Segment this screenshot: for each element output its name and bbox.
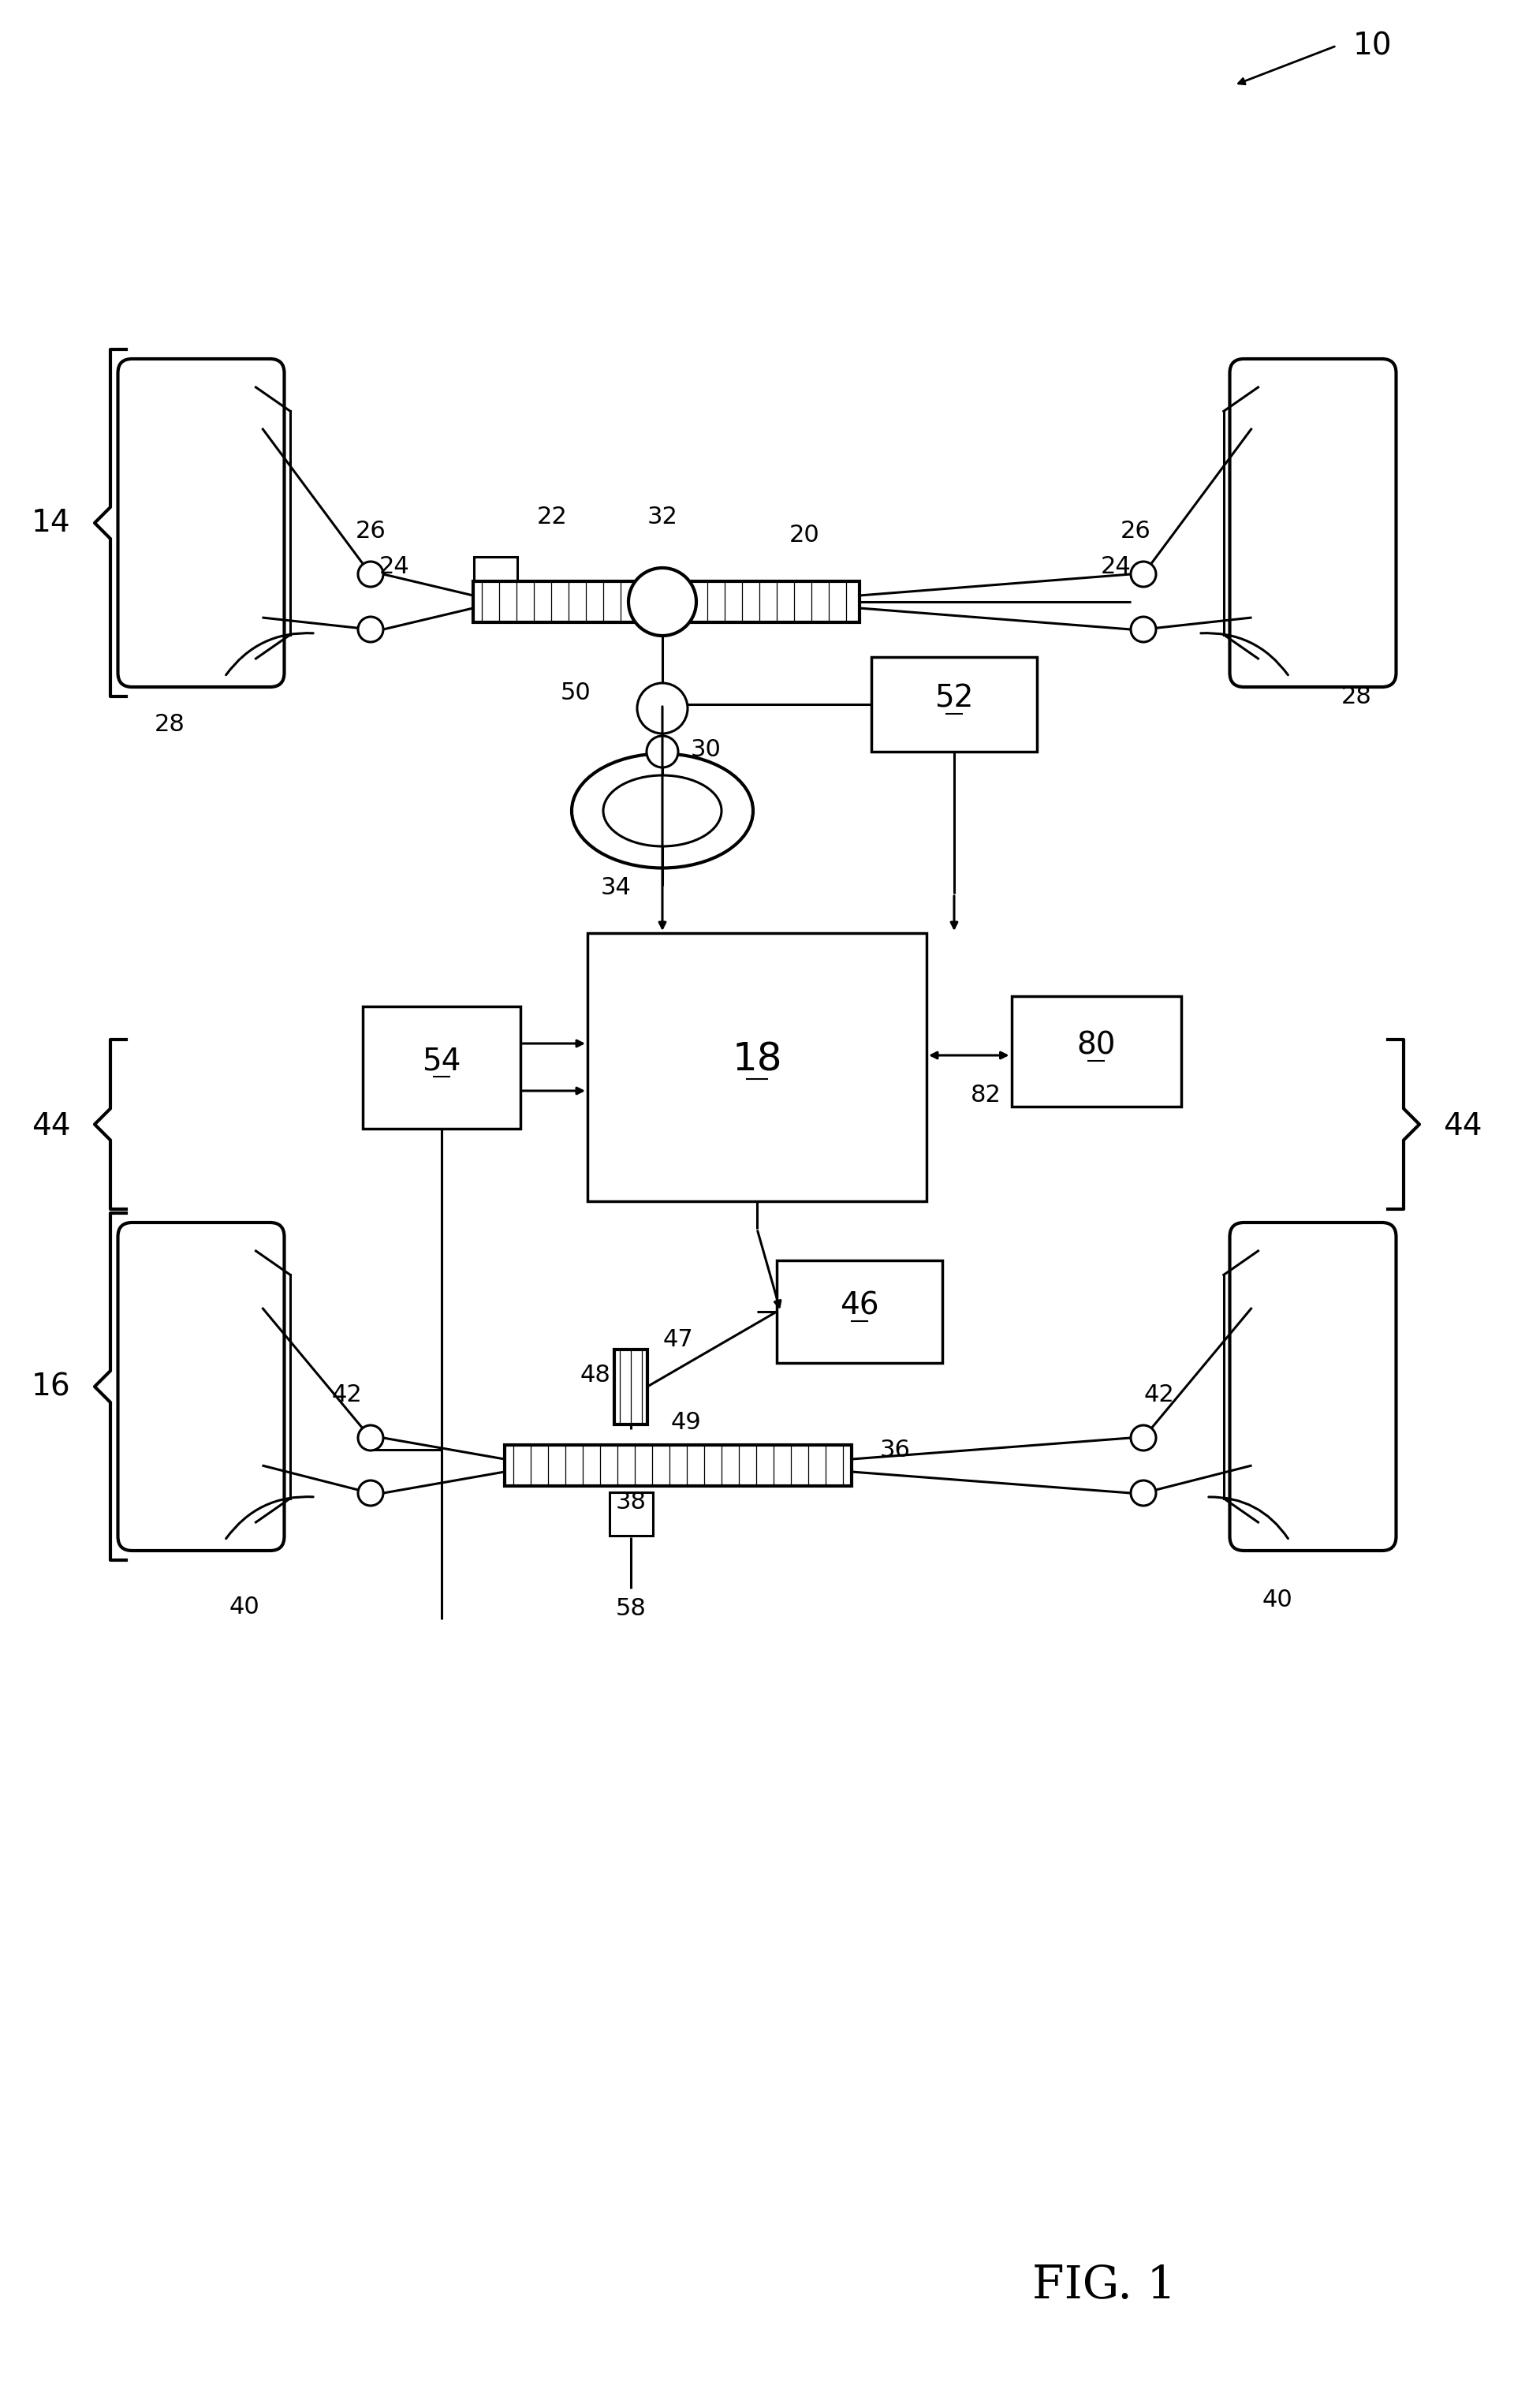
Text: 58: 58	[616, 1597, 646, 1621]
Text: 26: 26	[1120, 520, 1151, 542]
Ellipse shape	[603, 775, 722, 845]
Text: 36: 36	[880, 1438, 910, 1462]
Bar	[504, 1445, 851, 1486]
Text: 52: 52	[934, 684, 974, 713]
Bar	[1011, 997, 1181, 1108]
Text: 48: 48	[580, 1363, 610, 1387]
Text: 40: 40	[1263, 1589, 1293, 1611]
Text: 49: 49	[671, 1411, 701, 1433]
Text: 47: 47	[663, 1327, 693, 1351]
Text: 54: 54	[422, 1045, 462, 1076]
FancyBboxPatch shape	[118, 359, 285, 686]
Text: 38: 38	[616, 1491, 646, 1512]
FancyBboxPatch shape	[118, 1223, 285, 1551]
Text: 44: 44	[32, 1112, 71, 1141]
Circle shape	[357, 616, 383, 643]
Ellipse shape	[572, 754, 752, 867]
Text: 44: 44	[1443, 1112, 1482, 1141]
Bar	[587, 932, 927, 1202]
Bar	[474, 556, 516, 602]
Text: 20: 20	[789, 523, 819, 547]
Text: 50: 50	[560, 681, 590, 703]
Text: 46: 46	[840, 1291, 880, 1320]
FancyBboxPatch shape	[1229, 1223, 1396, 1551]
Text: 30: 30	[690, 737, 721, 761]
Bar	[872, 657, 1037, 751]
Circle shape	[357, 561, 383, 588]
Circle shape	[1131, 1426, 1157, 1450]
Text: FIG. 1: FIG. 1	[1033, 2264, 1176, 2307]
Text: 18: 18	[731, 1040, 783, 1079]
Text: 24: 24	[1101, 554, 1131, 578]
Text: 42: 42	[1145, 1382, 1175, 1406]
Circle shape	[637, 684, 687, 734]
Circle shape	[1131, 616, 1157, 643]
Text: 80: 80	[1076, 1031, 1116, 1060]
Text: 34: 34	[600, 877, 631, 898]
Bar	[777, 1259, 942, 1363]
Bar	[615, 1348, 648, 1423]
Bar	[609, 1493, 653, 1536]
Circle shape	[357, 1426, 383, 1450]
Circle shape	[628, 568, 696, 636]
Text: 22: 22	[536, 506, 568, 527]
Circle shape	[357, 1481, 383, 1505]
Text: 32: 32	[646, 506, 678, 527]
Circle shape	[1131, 561, 1157, 588]
Text: 26: 26	[356, 520, 386, 542]
Text: 82: 82	[970, 1084, 1001, 1105]
Text: 42: 42	[332, 1382, 362, 1406]
Text: 28: 28	[1341, 684, 1372, 708]
Circle shape	[646, 737, 678, 768]
Text: 14: 14	[32, 508, 71, 537]
Text: 40: 40	[229, 1597, 260, 1618]
Bar	[363, 1007, 521, 1129]
Text: 10: 10	[1352, 31, 1391, 60]
Text: 24: 24	[378, 554, 410, 578]
Bar	[472, 580, 860, 621]
Text: 28: 28	[154, 713, 185, 734]
FancyBboxPatch shape	[1229, 359, 1396, 686]
Circle shape	[1131, 1481, 1157, 1505]
Text: 16: 16	[32, 1373, 71, 1401]
